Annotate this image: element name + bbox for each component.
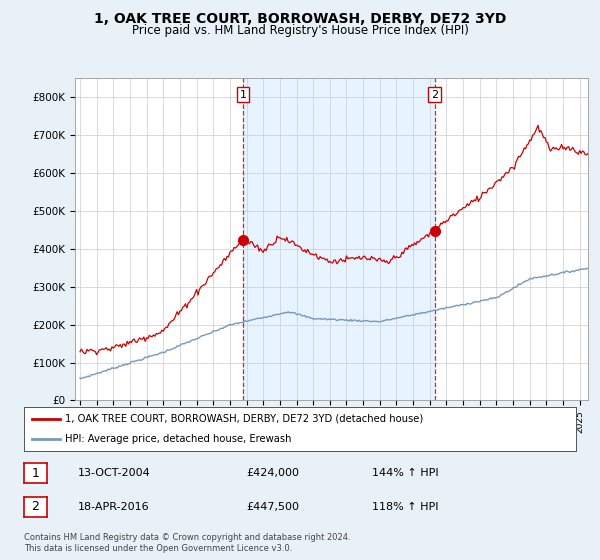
Text: Contains HM Land Registry data © Crown copyright and database right 2024.
This d: Contains HM Land Registry data © Crown c… bbox=[24, 533, 350, 553]
Text: 2: 2 bbox=[431, 90, 438, 100]
Text: 118% ↑ HPI: 118% ↑ HPI bbox=[372, 502, 439, 512]
Text: 144% ↑ HPI: 144% ↑ HPI bbox=[372, 468, 439, 478]
Text: £447,500: £447,500 bbox=[246, 502, 299, 512]
Text: 2: 2 bbox=[31, 500, 40, 514]
Text: 1, OAK TREE COURT, BORROWASH, DERBY, DE72 3YD: 1, OAK TREE COURT, BORROWASH, DERBY, DE7… bbox=[94, 12, 506, 26]
Text: Price paid vs. HM Land Registry's House Price Index (HPI): Price paid vs. HM Land Registry's House … bbox=[131, 24, 469, 36]
Text: 1: 1 bbox=[31, 466, 40, 480]
Bar bbox=[243, 78, 434, 400]
Text: HPI: Average price, detached house, Erewash: HPI: Average price, detached house, Erew… bbox=[65, 434, 292, 444]
Text: 1, OAK TREE COURT, BORROWASH, DERBY, DE72 3YD (detached house): 1, OAK TREE COURT, BORROWASH, DERBY, DE7… bbox=[65, 414, 424, 424]
Text: 13-OCT-2004: 13-OCT-2004 bbox=[78, 468, 151, 478]
Text: 1: 1 bbox=[239, 90, 247, 100]
Text: £424,000: £424,000 bbox=[246, 468, 299, 478]
Text: 18-APR-2016: 18-APR-2016 bbox=[78, 502, 149, 512]
